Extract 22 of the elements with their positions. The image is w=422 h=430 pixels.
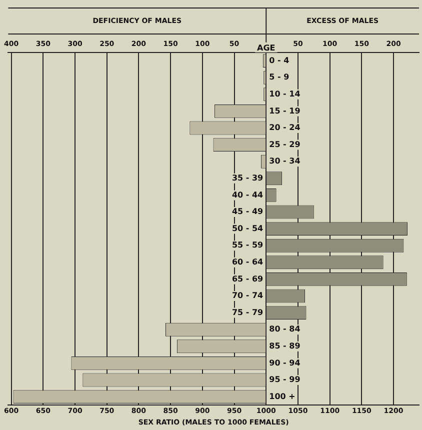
y-axis-title: AGE	[257, 43, 276, 52]
y-tick-label: 10 - 14	[269, 89, 301, 98]
y-tick-label: 75 - 79	[232, 308, 264, 317]
y-tick-label: 30 - 34	[269, 156, 301, 166]
y-tick-label: 80 - 84	[269, 324, 301, 334]
y-tick-label: 65 - 69	[232, 274, 264, 284]
y-tick-label: 55 - 59	[232, 240, 264, 250]
y-tick-label: 5 - 9	[269, 72, 290, 82]
y-tick-label: 90 - 94	[269, 358, 301, 368]
y-tick-label: 85 - 89	[269, 341, 301, 350]
y-tick-label: 100 +	[269, 392, 296, 401]
y-tick-label: 25 - 29	[269, 140, 301, 149]
y-tick-label: 95 - 99	[269, 375, 301, 384]
y-tick-label: 20 - 24	[269, 123, 301, 132]
y-tick-label: 45 - 49	[232, 207, 264, 216]
y-tick-label: 40 - 44	[232, 190, 264, 200]
y-tick-label: 70 - 74	[232, 291, 264, 300]
y-tick-label: 50 - 54	[232, 224, 264, 233]
y-tick-label: 35 - 39	[232, 173, 264, 182]
y-tick-label: 0 - 4	[269, 56, 290, 65]
y-tick-label: 60 - 64	[232, 257, 264, 266]
y-tick-label: 15 - 19	[269, 106, 301, 116]
